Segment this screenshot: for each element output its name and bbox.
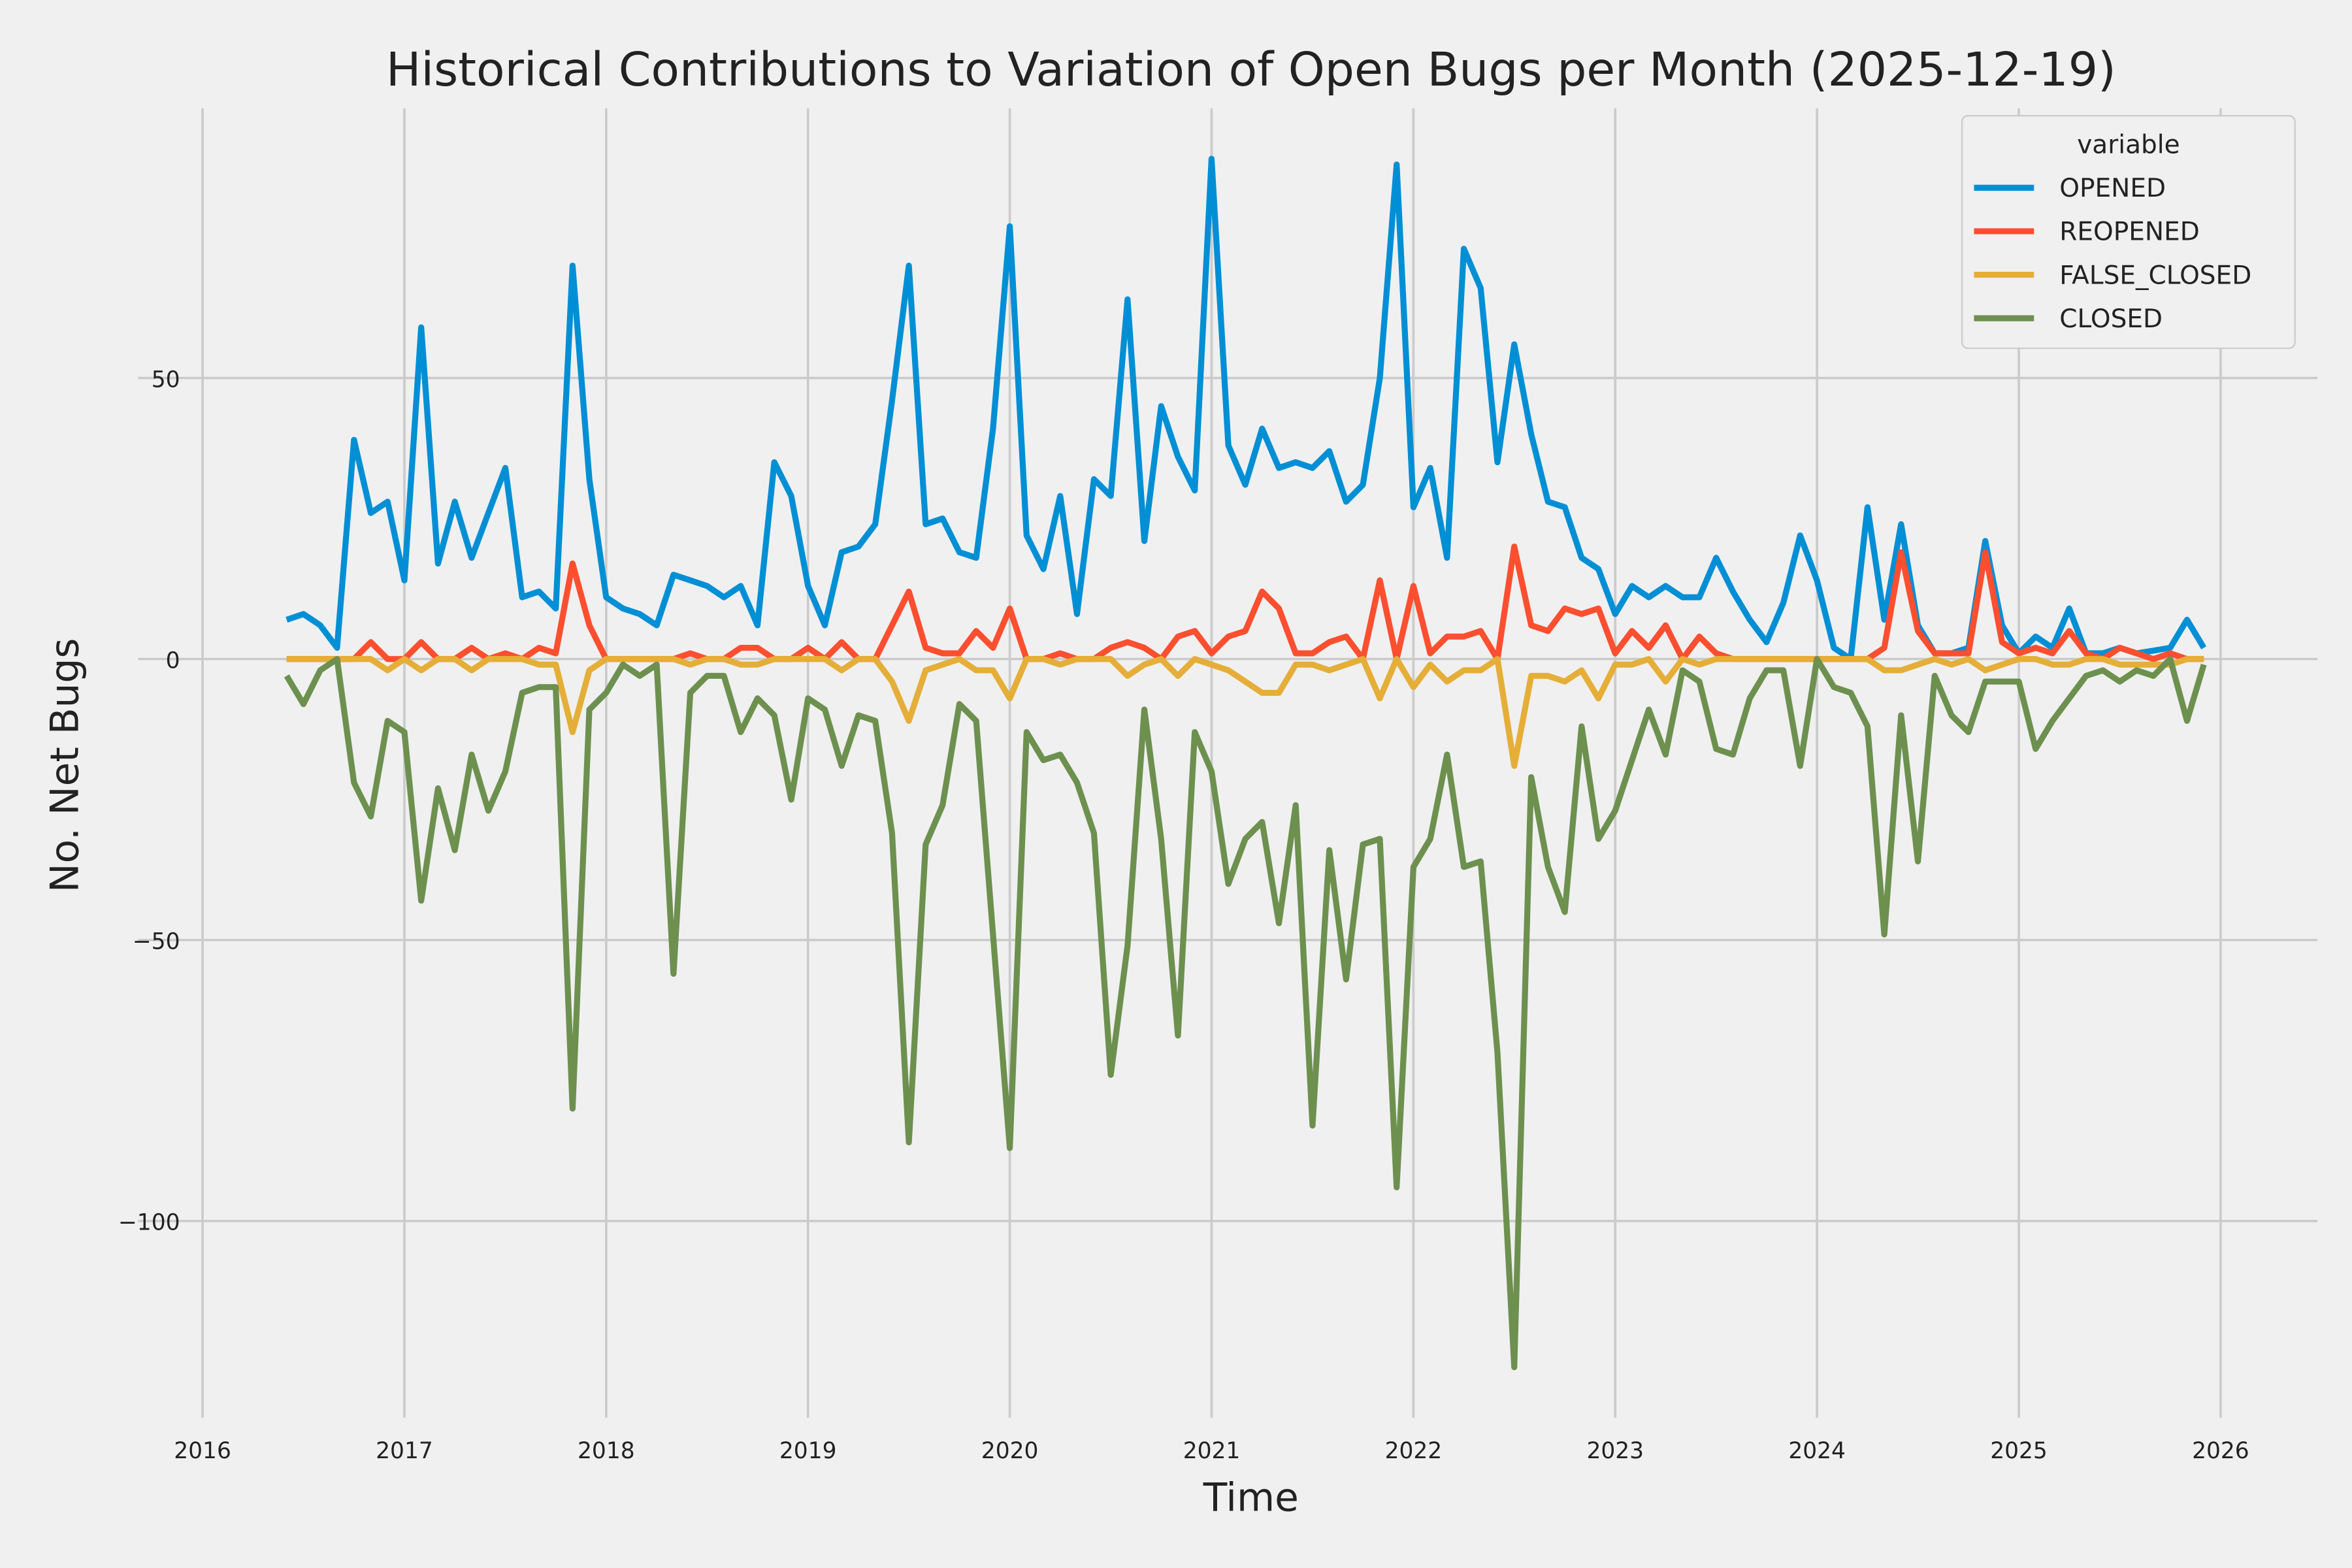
x-tick-label: 2025 — [1990, 1438, 2048, 1464]
y-tick-label: −100 — [118, 1210, 180, 1236]
series-line-false-closed — [286, 656, 2204, 769]
y-tick-label: 0 — [166, 647, 180, 674]
chart-title: Historical Contributions to Variation of… — [386, 42, 2116, 97]
legend-entry: FALSE_CLOSED — [2059, 261, 2251, 290]
series-line-opened — [286, 155, 2207, 662]
legend-entry: CLOSED — [2059, 304, 2163, 334]
legend-entry: REOPENED — [2059, 218, 2200, 247]
legend: variable OPENED REOPENED FALSE_CLOSED CLOSE… — [1961, 115, 2296, 350]
y-tick-label: 50 — [152, 367, 180, 393]
x-tick-label: 2024 — [1788, 1438, 1846, 1464]
x-tick-label: 2022 — [1385, 1438, 1443, 1464]
legend-entry: OPENED — [2059, 174, 2166, 203]
x-axis-ticks: 2016 2017 2018 2019 2020 2021 2022 2023 2024 2025… — [174, 1438, 2249, 1464]
x-tick-label: 2017 — [376, 1438, 433, 1464]
x-tick-label: 2016 — [174, 1438, 231, 1464]
x-axis-label: Time — [1203, 1475, 1299, 1520]
x-tick-label: 2019 — [779, 1438, 837, 1464]
x-tick-label: 2026 — [2192, 1438, 2249, 1464]
series-line-closed — [284, 656, 2207, 1371]
y-axis-label: No. Net Bugs — [42, 638, 88, 893]
x-tick-label: 2021 — [1183, 1438, 1241, 1464]
series-lines — [284, 155, 2207, 1371]
x-tick-label: 2023 — [1586, 1438, 1644, 1464]
x-tick-label: 2020 — [981, 1438, 1039, 1464]
legend-box — [1961, 115, 2296, 350]
grid — [138, 108, 2318, 1418]
y-tick-label: −50 — [133, 929, 180, 955]
y-axis-ticks: −100 −50 0 50 — [118, 367, 180, 1235]
x-tick-label: 2018 — [578, 1438, 635, 1464]
legend-title: variable — [2077, 131, 2180, 160]
